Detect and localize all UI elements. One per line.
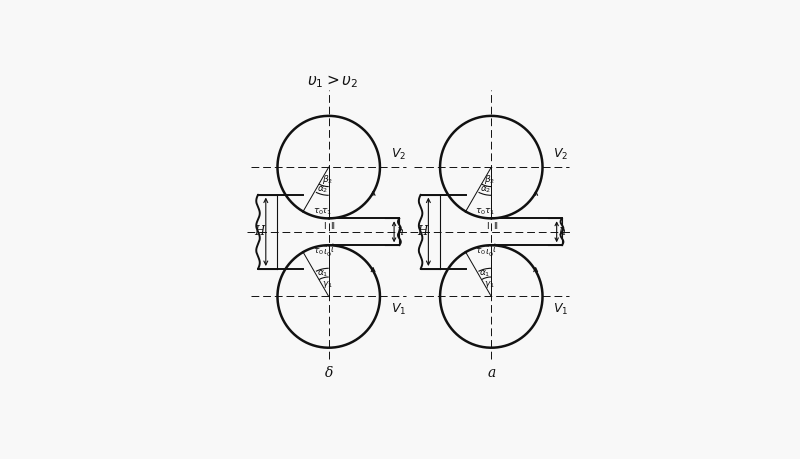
Text: $\beta_2$: $\beta_2$: [322, 173, 333, 186]
Text: $\hat{\iota}$: $\hat{\iota}$: [492, 242, 498, 255]
Text: $\tau_0$: $\tau_0$: [313, 206, 324, 217]
Text: $\upsilon_1 > \upsilon_2$: $\upsilon_1 > \upsilon_2$: [306, 73, 358, 90]
Text: h: h: [396, 227, 403, 237]
Text: $\gamma_1$: $\gamma_1$: [484, 279, 495, 290]
Text: $\alpha_1$: $\alpha_1$: [479, 269, 491, 279]
Text: II: II: [330, 222, 335, 231]
Text: H: H: [254, 225, 265, 238]
Text: $\gamma_1$: $\gamma_1$: [322, 279, 333, 290]
Text: $V_1$: $V_1$: [390, 302, 406, 317]
Text: $\alpha_1$: $\alpha_1$: [317, 269, 328, 279]
Text: $\alpha_2$: $\alpha_2$: [479, 185, 491, 195]
Text: h: h: [558, 227, 566, 237]
Text: $\tau_0$: $\tau_0$: [475, 247, 486, 257]
Text: $\tau_0$: $\tau_0$: [313, 247, 324, 257]
Text: $V_1$: $V_1$: [553, 302, 569, 317]
Text: H: H: [417, 225, 427, 238]
Text: II: II: [493, 222, 498, 231]
Text: $\hat{\iota}$: $\hat{\iota}$: [330, 242, 335, 255]
Text: $\tau_1$: $\tau_1$: [484, 207, 495, 217]
Text: I: I: [486, 222, 488, 231]
Text: $\hat{\iota}_0$: $\hat{\iota}_0$: [485, 245, 494, 259]
Text: $V_2$: $V_2$: [390, 147, 406, 162]
Text: δ: δ: [325, 366, 333, 380]
Text: I: I: [323, 222, 326, 231]
Text: $\alpha_2$: $\alpha_2$: [317, 185, 328, 195]
Text: a: a: [487, 366, 495, 380]
Text: $\tau_1$: $\tau_1$: [322, 207, 333, 217]
Text: $\tau_0$: $\tau_0$: [475, 206, 486, 217]
Text: $V_2$: $V_2$: [553, 147, 568, 162]
Text: $\beta_2$: $\beta_2$: [484, 173, 495, 186]
Text: $\hat{\iota}_0$: $\hat{\iota}_0$: [322, 245, 331, 259]
